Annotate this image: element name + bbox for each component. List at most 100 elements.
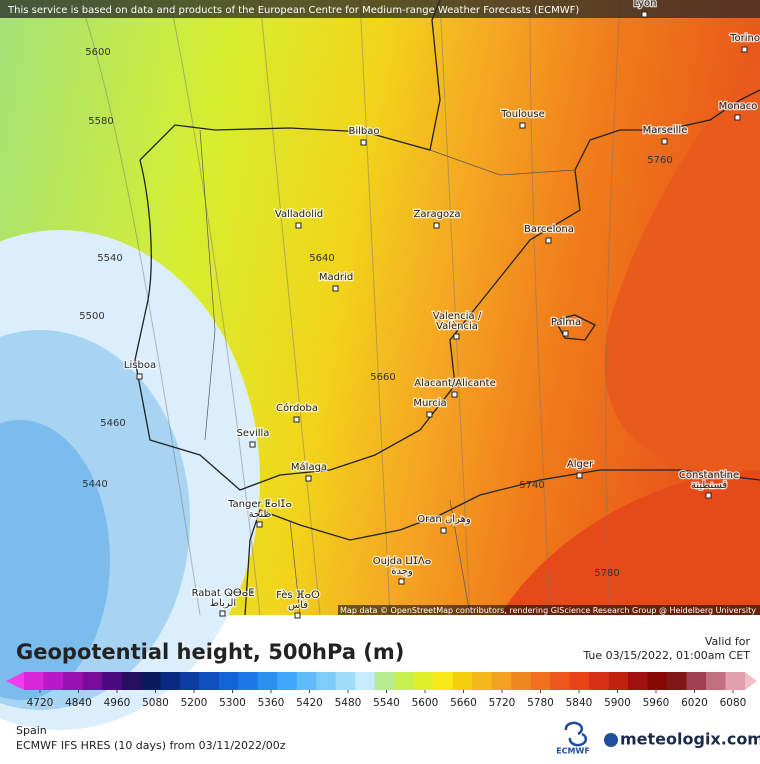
colorbar-segment xyxy=(121,672,142,690)
contour-label: 5660 xyxy=(370,372,395,383)
colorbar-segment xyxy=(140,672,161,690)
city-label: Córdoba xyxy=(276,402,318,414)
city-label: Zaragoza xyxy=(413,209,460,220)
city-label: Oran وهران xyxy=(417,514,471,525)
city-marker xyxy=(332,285,339,292)
city-marker xyxy=(576,472,583,479)
colorbar-tick-label: 5300 xyxy=(219,697,246,709)
colorbar-arrow xyxy=(6,672,24,690)
city-label-alt: الرباط xyxy=(210,598,236,609)
colorbar-tick-label: 5840 xyxy=(566,697,593,709)
colorbar-segment xyxy=(413,672,434,690)
colorbar-segment xyxy=(355,672,376,690)
city-label-alt: وجدة xyxy=(391,566,413,577)
contour-label: 5460 xyxy=(100,418,125,429)
contour-labels: 5600 5580 5540 5500 5460 5440 5640 5660 5760 5740… xyxy=(79,47,672,579)
colorbar-segment xyxy=(608,672,629,690)
colorbar-segment xyxy=(452,672,473,690)
colorbar-tick-label: 5360 xyxy=(258,697,285,709)
city-label: Toulouse xyxy=(500,109,544,120)
high-area xyxy=(500,470,760,615)
city-label: Valencia / xyxy=(433,311,482,322)
contour-label: 5440 xyxy=(82,479,107,490)
city-label: Sevilla xyxy=(237,428,270,439)
colorbar-segment xyxy=(628,672,649,690)
colorbar-tick-label: 4720 xyxy=(27,697,54,709)
colorbar-segment xyxy=(686,672,707,690)
city-label: Lyon xyxy=(633,0,656,9)
attribution: Map data © OpenStreetMap contributors, r… xyxy=(340,606,756,615)
city-marker xyxy=(641,11,648,18)
cities: Lyon Torino Monaco Marseille Toulouse Bilbao Z… xyxy=(123,0,760,619)
colorbar-segment xyxy=(647,672,668,690)
city-label: Palma xyxy=(551,317,581,328)
colorbar-segment xyxy=(335,672,356,690)
city-marker xyxy=(734,114,741,121)
colorbar-segment xyxy=(43,672,64,690)
city-label: Rabat ⵕⴱⴰⵟ xyxy=(192,588,255,599)
colorbar-segment xyxy=(589,672,610,690)
contour-label: 5540 xyxy=(97,253,122,264)
borders xyxy=(199,129,576,616)
city-marker xyxy=(294,612,301,619)
city-marker xyxy=(295,222,302,229)
colorbar-segment xyxy=(199,672,220,690)
city-marker xyxy=(426,411,433,418)
colorbar-tick-label: 5960 xyxy=(643,697,670,709)
contour-label: 5600 xyxy=(85,47,110,58)
ecmwf-logo xyxy=(564,721,588,747)
colorbar-segment xyxy=(218,672,239,690)
region: Spain xyxy=(16,724,47,737)
contour-label: 5780 xyxy=(594,568,619,579)
colorbar-segment xyxy=(101,672,122,690)
city-marker xyxy=(562,330,569,337)
colorbar-segment xyxy=(511,672,532,690)
colorbar-segment xyxy=(530,672,551,690)
attribution-bg xyxy=(338,605,760,615)
city-label: Monaco xyxy=(719,101,758,112)
colorbar-segment xyxy=(62,672,83,690)
brand: meteologix.com xyxy=(620,730,760,749)
contour-label: 5500 xyxy=(79,311,104,322)
city-marker xyxy=(305,475,312,482)
colorbar-segment xyxy=(491,672,512,690)
banner-bg xyxy=(0,0,760,18)
colorbar-segment xyxy=(667,672,688,690)
colorbar-segment xyxy=(160,672,181,690)
contour-label: 5640 xyxy=(309,253,334,264)
colorbar-tick-label: 5660 xyxy=(450,697,477,709)
city-label: Valladolid xyxy=(275,209,323,220)
legend-title: Geopotential height, 500hPa (m) xyxy=(16,640,404,664)
colorbar-tick-label: 5540 xyxy=(373,697,400,709)
colorbar-tick-label: 4960 xyxy=(104,697,131,709)
colorbar-segment xyxy=(394,672,415,690)
ecmwf-text: ECMWF xyxy=(556,747,590,756)
valid-label: Valid for xyxy=(705,635,751,648)
model: ECMWF IFS HRES (10 days) from 03/11/2022… xyxy=(16,739,286,752)
colorbar-tick-label: 5080 xyxy=(142,697,169,709)
city-label: Alger xyxy=(567,459,594,470)
city-marker xyxy=(453,333,460,340)
city-label: Lisboa xyxy=(124,360,156,371)
colorbar-segment xyxy=(179,672,200,690)
banner: This service is based on data and produc… xyxy=(7,5,579,16)
city-marker xyxy=(256,521,263,528)
city-marker xyxy=(136,373,143,380)
city-marker xyxy=(741,46,748,53)
city-label: Barcelona xyxy=(524,224,574,235)
colorbar-segment xyxy=(725,672,746,690)
city-label: Marseille xyxy=(643,125,688,136)
low-area xyxy=(0,420,110,700)
colorbar-segment xyxy=(238,672,259,690)
city-marker xyxy=(440,527,447,534)
colorbar-segment xyxy=(24,672,44,690)
colorbar-tick-label: 5200 xyxy=(181,697,208,709)
colorbar-tick-label: 5480 xyxy=(335,697,362,709)
high-area xyxy=(604,60,760,471)
colorbar-segment xyxy=(569,672,590,690)
city-label-alt: فاس xyxy=(288,600,308,611)
colorbar-segment xyxy=(706,672,727,690)
colorbar-tick-label: 5420 xyxy=(296,697,323,709)
colorbar-tick-label: 6080 xyxy=(720,697,747,709)
